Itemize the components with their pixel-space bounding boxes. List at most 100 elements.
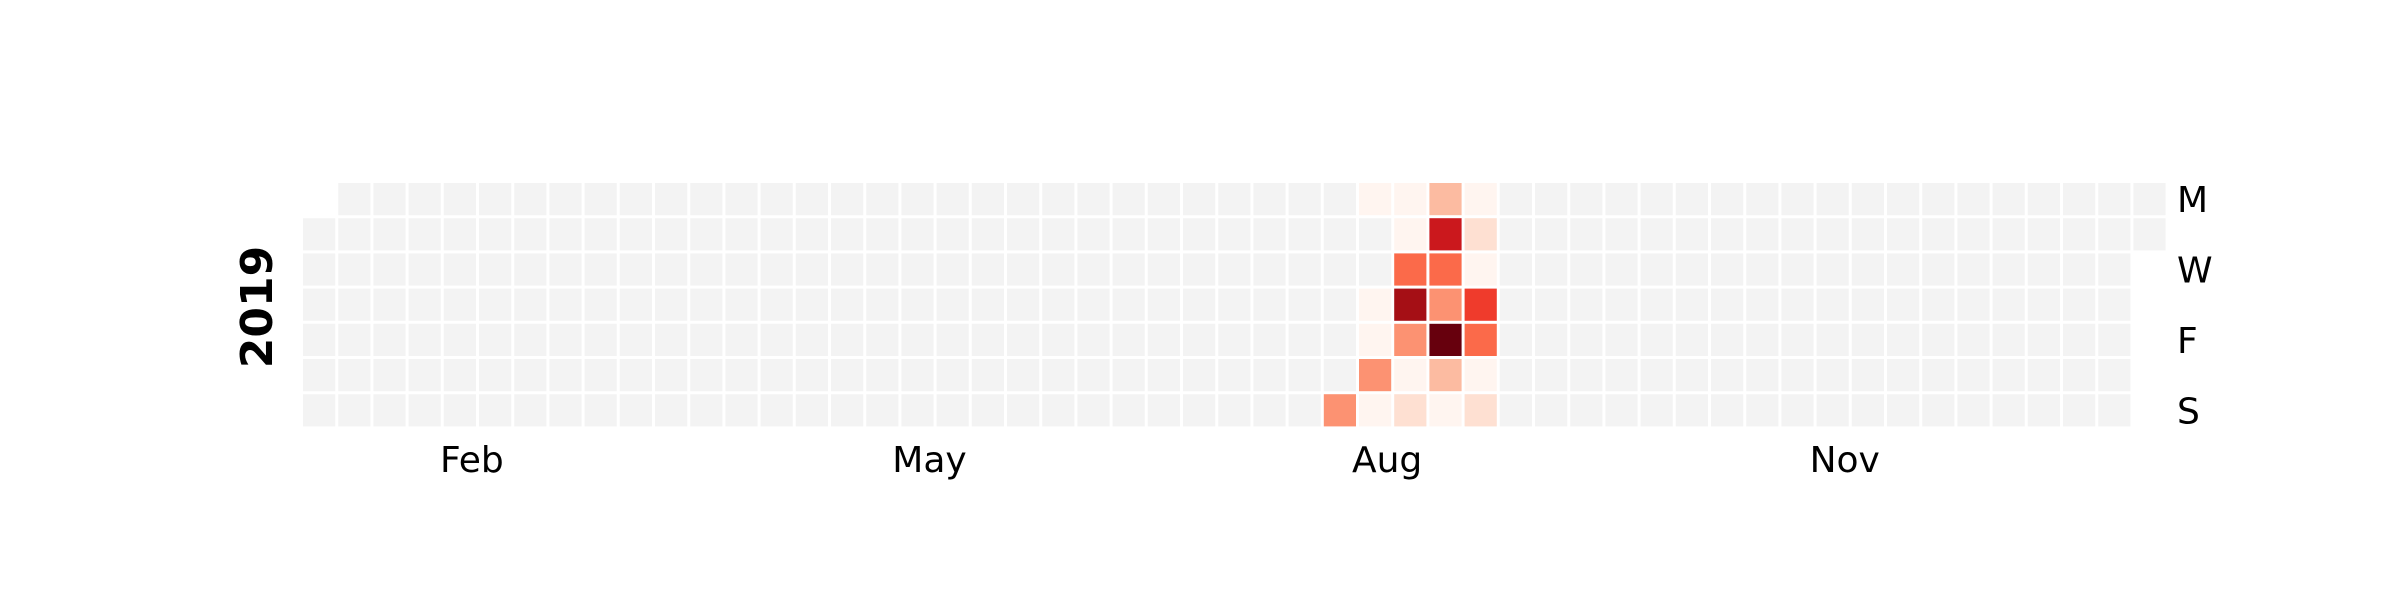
heatmap-cell-2019-07-27	[1323, 359, 1356, 392]
heatmap-cell-2019-01-22	[408, 218, 441, 251]
heatmap-cell-2019-07-14	[1253, 394, 1286, 427]
heatmap-cell-2019-11-17	[1887, 394, 1920, 427]
heatmap-cell-2019-06-13	[1112, 288, 1145, 321]
heatmap-cell-2019-03-21	[690, 288, 723, 321]
heatmap-cell-2019-12-10	[2027, 218, 2060, 251]
heatmap-cell-2019-01-11	[338, 323, 371, 356]
heatmap-cell-2019-04-25	[866, 288, 899, 321]
heatmap-cell-2019-10-22	[1781, 218, 1814, 251]
heatmap-cell-2019-12-17	[2063, 218, 2096, 251]
heatmap-cell-2019-01-17	[373, 288, 406, 321]
heatmap-cell-2019-01-15	[373, 218, 406, 251]
heatmap-cell-2019-10-13	[1711, 394, 1744, 427]
heatmap-cell-2019-10-20	[1746, 394, 1779, 427]
heatmap-cell-2019-10-03	[1675, 288, 1708, 321]
heatmap-cell-2019-03-16	[655, 359, 688, 392]
heatmap-cell-2019-09-22	[1605, 394, 1638, 427]
day-label-2: F	[2177, 321, 2198, 362]
heatmap-cell-2019-03-09	[619, 359, 652, 392]
heatmap-cell-2019-08-25	[1464, 394, 1497, 427]
heatmap-cell-2019-01-16	[373, 253, 406, 286]
heatmap-cell-2019-06-08	[1077, 359, 1110, 392]
heatmap-cell-2019-02-26	[584, 218, 617, 251]
heatmap-cell-2019-03-23	[690, 359, 723, 392]
heatmap-cell-2019-01-20	[373, 394, 406, 427]
heatmap-cell-2019-09-19	[1605, 288, 1638, 321]
heatmap-cell-2019-02-14	[514, 288, 547, 321]
heatmap-cell-2019-03-11	[655, 183, 688, 216]
heatmap-cell-2019-10-16	[1746, 253, 1779, 286]
heatmap-cell-2019-06-18	[1147, 218, 1180, 251]
heatmap-cell-2019-01-24	[408, 288, 441, 321]
heatmap-cell-2019-08-16	[1429, 323, 1462, 356]
heatmap-cell-2019-09-01	[1499, 394, 1532, 427]
heatmap-cell-2019-05-23	[1007, 288, 1040, 321]
heatmap-cell-2019-03-12	[655, 218, 688, 251]
heatmap-cell-2019-06-07	[1077, 323, 1110, 356]
heatmap-cell-2019-08-17	[1429, 359, 1462, 392]
heatmap-cell-2019-02-04	[479, 183, 512, 216]
heatmap-cell-2019-11-15	[1887, 323, 1920, 356]
heatmap-cell-2019-11-20	[1922, 253, 1955, 286]
heatmap-cell-2019-12-14	[2027, 359, 2060, 392]
heatmap-cell-2019-04-16	[831, 218, 864, 251]
heatmap-cell-2019-01-21	[408, 183, 441, 216]
heatmap-cell-2019-11-27	[1957, 253, 1990, 286]
heatmap-cell-2019-04-06	[760, 359, 793, 392]
heatmap-cell-2019-09-14	[1570, 359, 1603, 392]
heatmap-cell-2019-07-29	[1359, 183, 1392, 216]
heatmap-cell-2019-03-28	[725, 288, 758, 321]
heatmap-cell-2019-11-16	[1887, 359, 1920, 392]
heatmap-cell-2019-07-17	[1288, 253, 1321, 286]
heatmap-cell-2019-10-23	[1781, 253, 1814, 286]
heatmap-cell-2019-05-08	[936, 253, 969, 286]
heatmap-cell-2019-07-22	[1323, 183, 1356, 216]
heatmap-cell-2019-05-05	[901, 394, 934, 427]
heatmap-cell-2019-07-15	[1288, 183, 1321, 216]
heatmap-cell-2019-02-05	[479, 218, 512, 251]
heatmap-cell-2019-11-04	[1851, 183, 1884, 216]
heatmap-cell-2019-09-23	[1640, 183, 1673, 216]
heatmap-cell-2019-10-17	[1746, 288, 1779, 321]
heatmap-cell-2019-05-19	[971, 394, 1004, 427]
heatmap-cell-2019-05-04	[901, 359, 934, 392]
heatmap-cell-2019-02-18	[549, 183, 582, 216]
heatmap-cell-2019-12-31	[2133, 218, 2166, 251]
heatmap-cell-2019-02-11	[514, 183, 547, 216]
heatmap-cell-2019-05-26	[1007, 394, 1040, 427]
heatmap-cell-2019-12-26	[2098, 288, 2131, 321]
heatmap-cell-2019-04-24	[866, 253, 899, 286]
heatmap-cell-2019-06-23	[1147, 394, 1180, 427]
heatmap-cell-2019-10-11	[1711, 323, 1744, 356]
heatmap-cell-2019-11-02	[1816, 359, 1849, 392]
heatmap-cell-2019-12-20	[2063, 323, 2096, 356]
heatmap-cell-2019-02-17	[514, 394, 547, 427]
heatmap-cell-2019-04-29	[901, 183, 934, 216]
heatmap-cell-2019-06-03	[1077, 183, 1110, 216]
heatmap-cell-2019-02-23	[549, 359, 582, 392]
heatmap-cell-2019-05-03	[901, 323, 934, 356]
heatmap-cell-2019-01-29	[443, 218, 476, 251]
heatmap-cell-2019-12-27	[2098, 323, 2131, 356]
heatmap-cell-2019-03-18	[690, 183, 723, 216]
heatmap-cell-2019-02-10	[479, 394, 512, 427]
day-label-1: W	[2177, 251, 2213, 292]
heatmap-cell-2019-12-04	[1992, 253, 2025, 286]
heatmap-cell-2019-09-13	[1570, 323, 1603, 356]
heatmap-cell-2019-08-31	[1499, 359, 1532, 392]
heatmap-cell-2019-09-25	[1640, 253, 1673, 286]
heatmap-cell-2019-11-01	[1816, 323, 1849, 356]
heatmap-cell-2019-02-02	[443, 359, 476, 392]
heatmap-cell-2019-01-31	[443, 288, 476, 321]
heatmap-cell-2019-05-17	[971, 323, 1004, 356]
heatmap-cell-2019-01-18	[373, 323, 406, 356]
heatmap-cell-2019-11-08	[1851, 323, 1884, 356]
heatmap-cell-2019-03-07	[619, 288, 652, 321]
heatmap-cell-2019-10-15	[1746, 218, 1779, 251]
heatmap-cell-2019-04-20	[831, 359, 864, 392]
heatmap-cell-2019-09-21	[1605, 359, 1638, 392]
heatmap-cell-2019-12-13	[2027, 323, 2060, 356]
heatmap-cell-2019-04-02	[760, 218, 793, 251]
heatmap-cell-2019-04-27	[866, 359, 899, 392]
